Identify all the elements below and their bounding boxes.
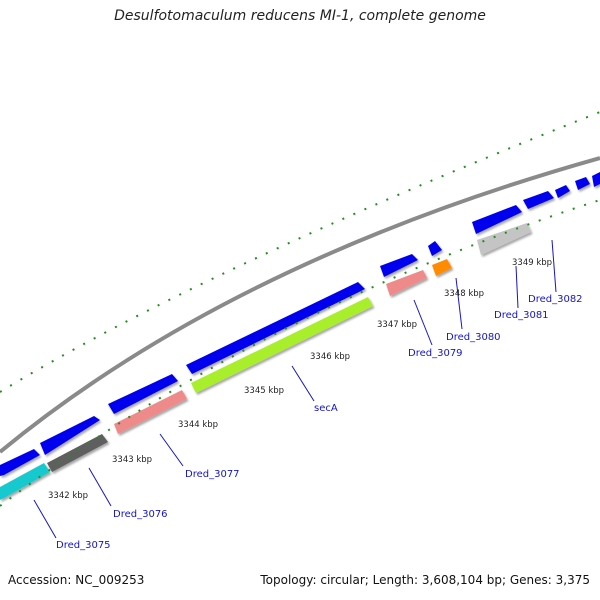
gene-dred-3081[interactable] bbox=[477, 223, 531, 255]
gene-dred-3079[interactable] bbox=[386, 270, 427, 296]
gene-label[interactable]: Dred_3075 bbox=[56, 540, 111, 551]
genome-info-text: Topology: circular; Length: 3,608,104 bp… bbox=[260, 573, 590, 587]
gene-seca[interactable] bbox=[191, 297, 373, 393]
reverse-strand bbox=[0, 223, 531, 500]
gene-dred-3076[interactable] bbox=[47, 434, 108, 472]
gene-labels: Dred_3075 Dred_3076 Dred_3077 secA Dred_… bbox=[56, 294, 583, 551]
kbp-label: 3346 kbp bbox=[310, 352, 350, 362]
gene-label[interactable]: Dred_3080 bbox=[446, 332, 501, 343]
gene-label[interactable]: Dred_3077 bbox=[185, 469, 240, 480]
gene-label[interactable]: Dred_3082 bbox=[528, 294, 583, 305]
kbp-label: 3347 kbp bbox=[377, 320, 417, 330]
backbone bbox=[0, 156, 600, 454]
gene-arrow-forward[interactable] bbox=[472, 205, 522, 234]
accession-text: Accession: NC_009253 bbox=[8, 573, 145, 587]
gene-arrow-forward[interactable] bbox=[555, 185, 570, 198]
kbp-label: 3345 kbp bbox=[244, 386, 284, 396]
gene-arrow-forward[interactable] bbox=[0, 449, 40, 476]
gene-label[interactable]: Dred_3076 bbox=[113, 509, 168, 520]
gene-arrow-forward[interactable] bbox=[108, 374, 178, 414]
gene-arrow-forward[interactable] bbox=[40, 416, 100, 455]
gene-dred-3077[interactable] bbox=[114, 390, 187, 434]
gene-dred-3075[interactable] bbox=[0, 463, 50, 500]
gene-label[interactable]: Dred_3079 bbox=[408, 348, 463, 359]
kbp-label: 3342 kbp bbox=[48, 491, 88, 501]
map-title: Desulfotomaculum reducens MI-1, complete… bbox=[114, 8, 486, 24]
gene-arrow-forward[interactable] bbox=[575, 177, 590, 190]
kbp-label: 3348 kbp bbox=[444, 289, 484, 299]
kbp-label: 3349 kbp bbox=[512, 258, 552, 268]
gene-label[interactable]: secA bbox=[314, 403, 338, 414]
forward-strand bbox=[0, 172, 600, 476]
gene-arrow-forward[interactable] bbox=[428, 241, 442, 256]
label-leaders bbox=[33, 239, 557, 539]
gene-arrow-forward[interactable] bbox=[186, 282, 365, 374]
kbp-labels: 3342 kbp 3343 kbp 3344 kbp 3345 kbp 3346… bbox=[48, 258, 552, 501]
inner-tick-ring bbox=[0, 199, 600, 507]
kbp-label: 3344 kbp bbox=[178, 420, 218, 430]
gene-dred-3080[interactable] bbox=[432, 259, 452, 276]
gene-arrow-forward[interactable] bbox=[380, 254, 418, 277]
kbp-label: 3343 kbp bbox=[112, 455, 152, 465]
gene-arrow-forward[interactable] bbox=[592, 172, 600, 187]
gene-label[interactable]: Dred_3081 bbox=[494, 310, 549, 321]
gene-arrow-forward[interactable] bbox=[523, 191, 554, 209]
outer-tick-ring bbox=[0, 111, 600, 393]
